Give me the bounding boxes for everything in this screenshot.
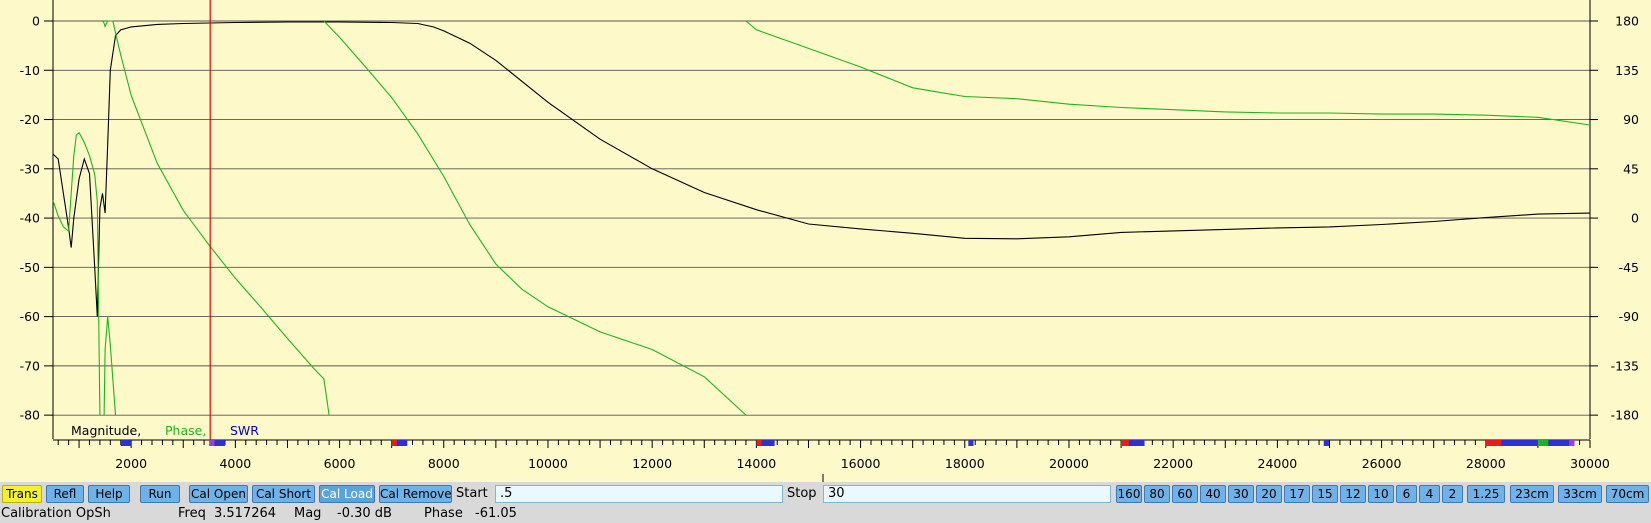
y-right-tick-label: 45 <box>1623 161 1639 176</box>
help-button[interactable]: Help <box>88 485 130 503</box>
y-right-tick-label: 90 <box>1623 112 1639 127</box>
band-button-30[interactable]: 30 <box>1228 485 1254 503</box>
mag-value: -0.30 dB <box>337 506 392 521</box>
stop-label: Stop <box>787 486 817 501</box>
refl-button[interactable]: Refl <box>46 485 84 503</box>
band-button-15[interactable]: 15 <box>1312 485 1338 503</box>
y-left-tick-label: -10 <box>20 63 40 78</box>
band-button-33cm[interactable]: 33cm <box>1558 485 1602 503</box>
x-tick-label: 14000 <box>736 456 776 471</box>
x-tick-label: 16000 <box>841 456 881 471</box>
y-right-tick-label: -180 <box>1611 408 1639 423</box>
series-phase-line <box>745 20 1591 126</box>
band-marker <box>1537 440 1549 446</box>
y-left-tick-label: 0 <box>32 14 40 29</box>
cal-short-button[interactable]: Cal Short <box>252 485 315 503</box>
y-right-tick-label: 180 <box>1615 14 1639 29</box>
cal-open-button[interactable]: Cal Open <box>189 485 248 503</box>
series-phase-line <box>102 20 109 29</box>
start-input[interactable]: .5 <box>495 485 783 503</box>
band-button-70cm[interactable]: 70cm <box>1606 485 1649 503</box>
series-phase-line <box>52 131 101 416</box>
band-button-17[interactable]: 17 <box>1284 485 1310 503</box>
y-left-tick-label: -50 <box>20 260 40 275</box>
band-button-80[interactable]: 80 <box>1144 485 1170 503</box>
trans-button[interactable]: Trans <box>2 485 42 503</box>
band-marker <box>209 440 225 446</box>
band-button-23cm[interactable]: 23cm <box>1510 485 1554 503</box>
x-tick-label: 6000 <box>324 456 356 471</box>
mag-label: Mag <box>294 506 322 521</box>
y-left-tick-label: -60 <box>20 309 40 324</box>
x-tick-label: 20000 <box>1049 456 1089 471</box>
x-tick-label: 10000 <box>528 456 568 471</box>
series-phase-line <box>323 20 747 416</box>
y-left-tick-label: -80 <box>20 408 40 423</box>
x-tick-label: 28000 <box>1466 456 1506 471</box>
band-marker <box>391 440 408 446</box>
band-marker <box>1569 440 1575 446</box>
phase-value: -61.05 <box>475 506 517 521</box>
legend-magnitude: Magnitude, <box>71 423 141 438</box>
x-tick-label: 26000 <box>1362 456 1402 471</box>
band-marker <box>391 440 397 446</box>
x-tick-label: 24000 <box>1258 456 1298 471</box>
plot-area[interactable]: 0 180 -10 135 -20 90 -30 45 -40 0 -50 -45 -60 -90 -70 -… <box>0 0 1651 482</box>
band-button-60[interactable]: 60 <box>1172 485 1198 503</box>
legend-swr: SWR <box>230 423 259 438</box>
band-button-4[interactable]: 4 <box>1419 485 1440 503</box>
band-marker <box>756 440 775 446</box>
band-marker <box>120 440 132 446</box>
y-left-tick-label: -40 <box>20 211 40 226</box>
x-tick-label: 12000 <box>632 456 672 471</box>
calibration-status: Calibration OpSh <box>1 506 111 521</box>
band-button-6[interactable]: 6 <box>1396 485 1417 503</box>
x-tick-label: 2000 <box>115 456 147 471</box>
band-marker <box>968 440 974 446</box>
band-marker <box>1485 440 1575 446</box>
toolbar: Trans Refl Help Run Cal Open Cal Short C… <box>0 482 1651 505</box>
band-button-160[interactable]: 160 <box>1116 485 1142 503</box>
band-marker <box>209 440 215 446</box>
band-marker <box>1121 440 1129 446</box>
x-tick-label: 8000 <box>428 456 460 471</box>
y-right-tick-label: -90 <box>1619 309 1639 324</box>
y-left-tick-label: -70 <box>20 358 40 373</box>
y-right-tick-label: 0 <box>1631 211 1639 226</box>
band-button-2[interactable]: 2 <box>1442 485 1463 503</box>
series-phase-line <box>112 20 330 416</box>
stop-input[interactable]: 30 <box>823 485 1111 503</box>
band-marker <box>1121 440 1145 446</box>
x-tick-label: 30000 <box>1570 456 1610 471</box>
phase-label: Phase <box>424 506 463 521</box>
x-tick-label: 18000 <box>945 456 985 471</box>
y-left-tick-label: -20 <box>20 112 40 127</box>
legend-phase: Phase, <box>165 423 206 438</box>
start-label: Start <box>456 486 488 501</box>
y-left-tick-label: -30 <box>20 161 40 176</box>
band-button-20[interactable]: 20 <box>1256 485 1282 503</box>
band-marker <box>1485 440 1502 446</box>
band-marker <box>756 440 762 446</box>
series-phase-line <box>103 316 117 416</box>
band-marker <box>1323 440 1329 446</box>
band-button-1.25[interactable]: 1.25 <box>1467 485 1505 503</box>
cal-remove-button[interactable]: Cal Remove <box>379 485 452 503</box>
status-bar: Calibration OpSh Freq 3.517264 Mag -0.30… <box>0 505 1651 523</box>
x-tick-label: 22000 <box>1153 456 1193 471</box>
series-magnitude-line <box>52 21 1591 317</box>
band-button-40[interactable]: 40 <box>1200 485 1226 503</box>
chart[interactable]: 0 180 -10 135 -20 90 -30 45 -40 0 -50 -45 -60 -90 -70 -… <box>0 0 1651 482</box>
x-tick-label: 4000 <box>219 456 251 471</box>
run-button[interactable]: Run <box>140 485 180 503</box>
y-right-tick-label: -45 <box>1619 260 1639 275</box>
freq-value: 3.517264 <box>214 506 277 521</box>
band-button-12[interactable]: 12 <box>1340 485 1366 503</box>
freq-label: Freq <box>178 506 206 521</box>
cal-load-button[interactable]: Cal Load <box>319 485 375 503</box>
band-button-10[interactable]: 10 <box>1368 485 1394 503</box>
y-right-tick-label: 135 <box>1615 63 1639 78</box>
y-right-tick-label: -135 <box>1611 358 1639 373</box>
